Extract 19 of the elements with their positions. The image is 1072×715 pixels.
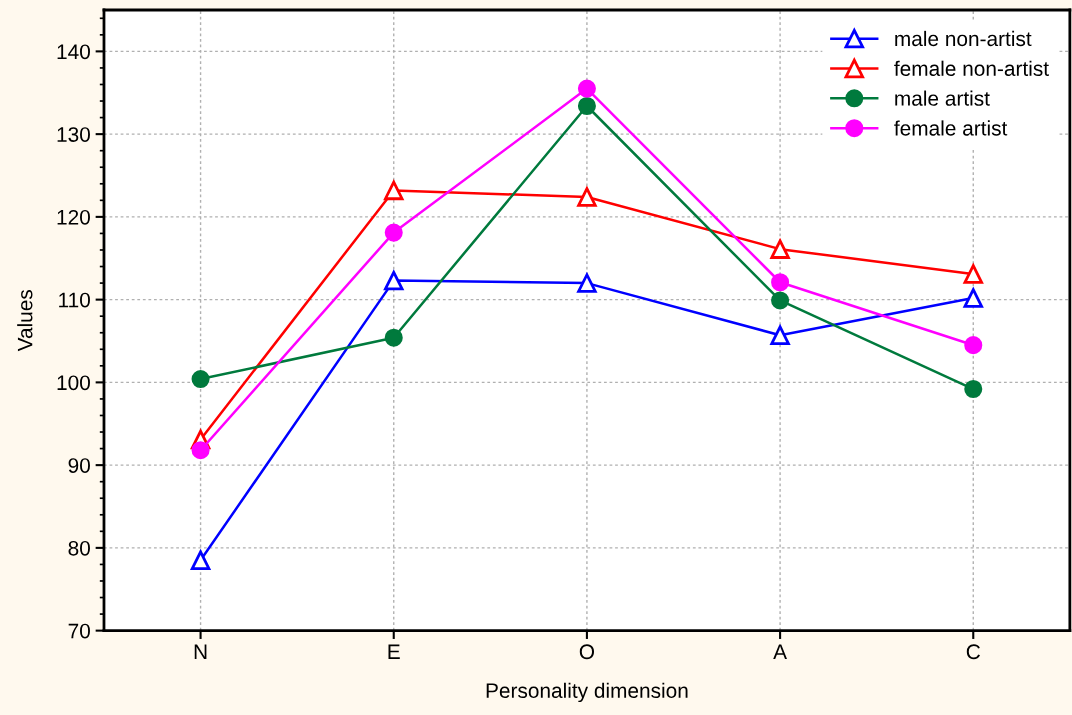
x-tick-label: A — [773, 644, 787, 659]
x-tick-label: N — [194, 644, 207, 659]
legend-label: male artist — [895, 90, 990, 106]
y-axis-title: Values — [17, 289, 33, 352]
legend-label: male non-artist — [895, 30, 1032, 47]
y-tick-label: 130 — [57, 127, 90, 142]
x-axis-title: Personality dimension — [486, 682, 688, 703]
x-tick-label: O — [579, 644, 595, 660]
y-tick-label: 90 — [68, 458, 90, 473]
legend-label: female non-artist — [894, 60, 1049, 76]
x-tick-label: E — [388, 644, 400, 659]
y-tick-label: 80 — [68, 540, 90, 556]
y-tick-label: 70 — [68, 623, 90, 639]
y-tick-label: 120 — [57, 209, 90, 225]
y-tick-label: 100 — [57, 375, 90, 391]
y-tick-label: 110 — [59, 292, 90, 308]
x-tick-label: C — [966, 644, 980, 660]
y-tick-label: 140 — [57, 44, 90, 60]
legend-label: female artist — [894, 120, 1008, 136]
